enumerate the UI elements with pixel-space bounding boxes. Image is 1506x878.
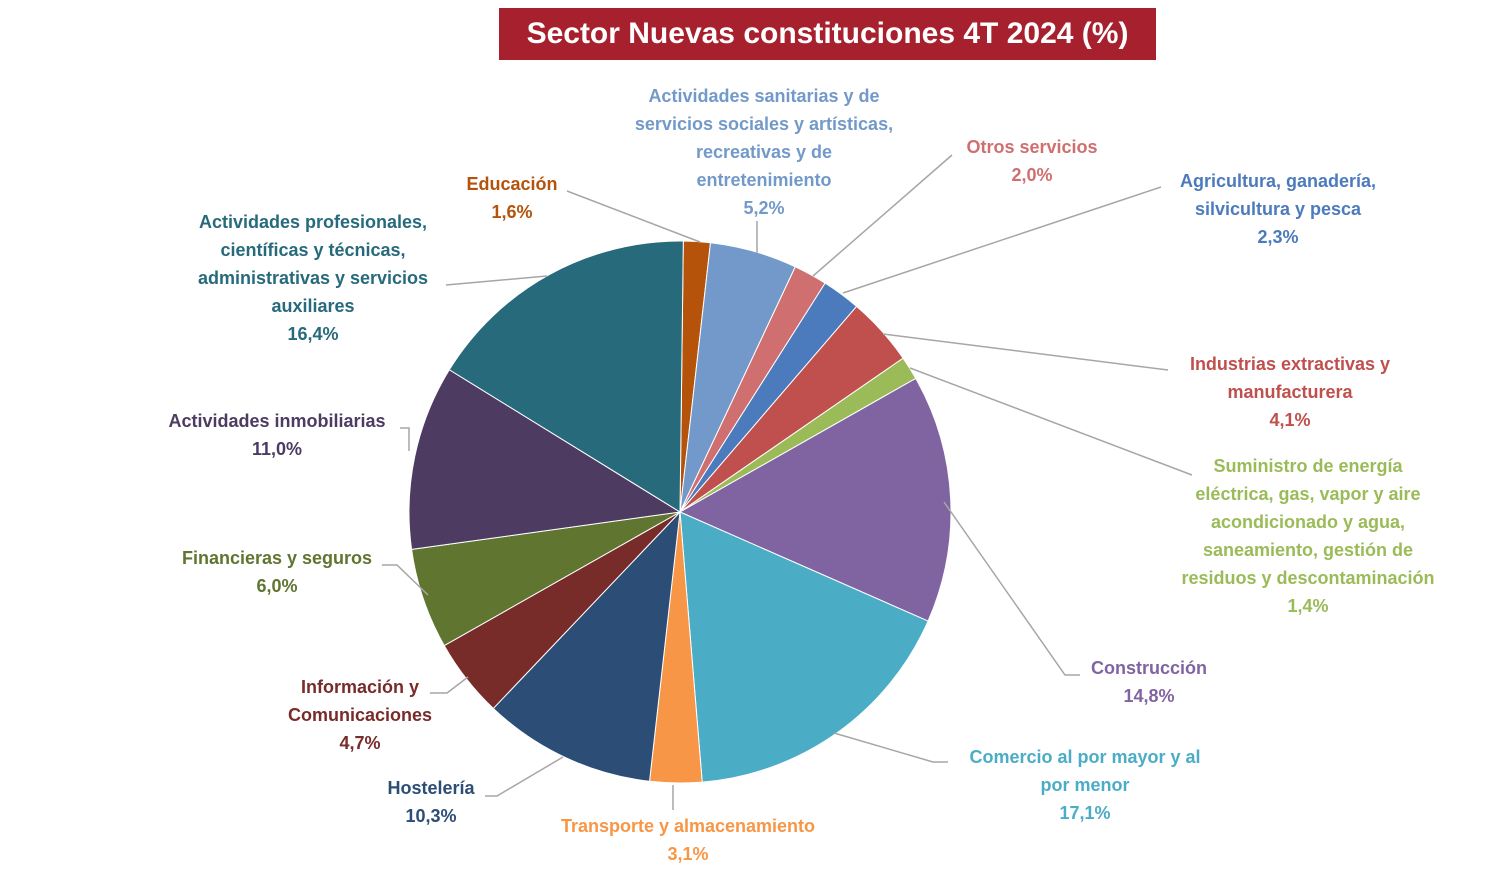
leader-lines-layer bbox=[382, 154, 1193, 810]
slice-value-label: 14,8% bbox=[1123, 686, 1174, 706]
slice-category-label: silvicultura y pesca bbox=[1195, 199, 1362, 219]
slice-category-label: Actividades inmobiliarias bbox=[168, 411, 385, 431]
slice-category-label: Educación bbox=[466, 174, 557, 194]
slice-label-informacion-y-comunicaciones: Información y Comunicaciones 4,7% bbox=[288, 677, 432, 753]
slice-category-label: saneamiento, gestión de bbox=[1203, 540, 1413, 560]
slice-category-label: administrativas y servicios bbox=[198, 268, 428, 288]
slice-label-construccion: Construcción 14,8% bbox=[1091, 658, 1207, 706]
slice-category-label: Industrias extractivas y bbox=[1190, 354, 1390, 374]
slices-layer bbox=[408, 240, 952, 784]
slice-label-industrias-extractivas-y-manufacturera: Industrias extractivas y manufacturera 4,1… bbox=[1190, 354, 1390, 430]
chart-title: Sector Nuevas constituciones 4T 2024 (%) bbox=[526, 17, 1129, 50]
slice-value-label: 2,3% bbox=[1257, 227, 1298, 247]
slice-category-label: Hostelería bbox=[387, 778, 475, 798]
leader-line-agricultura-ganaderia-silvicultura-y-pes bbox=[842, 186, 1162, 294]
slice-category-label: Información y bbox=[301, 677, 419, 697]
slice-category-label: Actividades sanitarias y de bbox=[648, 86, 879, 106]
slice-category-label: Comercio al por mayor y al bbox=[969, 747, 1200, 767]
leader-line-financieras-y-seguros bbox=[382, 564, 429, 596]
leader-line-construccion bbox=[943, 501, 1080, 676]
slice-value-label: 3,1% bbox=[667, 844, 708, 864]
leader-line-hosteleria bbox=[485, 756, 564, 797]
leader-line-comercio-al-por-mayor-y-al-por-menor bbox=[833, 732, 948, 763]
slice-label-financieras-y-seguros: Financieras y seguros 6,0% bbox=[182, 548, 372, 596]
leader-line-educacion bbox=[566, 190, 701, 243]
slice-label-actividades-sanitarias-y-de-servicios-so: Actividades sanitarias y de servicios soc… bbox=[635, 86, 893, 218]
slice-label-transporte-y-almacenamiento: Transporte y almacenamiento 3,1% bbox=[561, 816, 815, 864]
labels-layer: Educación 1,6% Actividades sanitarias y de… bbox=[168, 86, 1434, 864]
leader-line-actividades-profesionales-cientificas-y- bbox=[445, 275, 548, 286]
leader-line-industrias-extractivas-y-manufacturera bbox=[882, 333, 1169, 371]
slice-category-label: residuos y descontaminación bbox=[1181, 568, 1434, 588]
slice-label-otros-servicios: Otros servicios 2,0% bbox=[966, 137, 1097, 185]
pie-slice-actividades-inmobiliarias bbox=[408, 369, 682, 550]
slice-label-comercio-al-por-mayor-y-al-por-menor: Comercio al por mayor y al por menor 17,1% bbox=[969, 747, 1200, 823]
slice-category-label: Otros servicios bbox=[966, 137, 1097, 157]
slice-value-label: 16,4% bbox=[287, 324, 338, 344]
slice-category-label: manufacturera bbox=[1227, 382, 1353, 402]
slice-label-educacion: Educación 1,6% bbox=[466, 174, 557, 222]
slice-value-label: 4,1% bbox=[1269, 410, 1310, 430]
leader-line-actividades-inmobiliarias bbox=[400, 427, 410, 451]
slice-category-label: recreativas y de bbox=[696, 142, 832, 162]
slice-label-suministro-de-energia-electrica-gas-vapo: Suministro de energía eléctrica, gas, vap… bbox=[1181, 456, 1434, 616]
slice-category-label: científicas y técnicas, bbox=[220, 240, 405, 260]
slice-label-agricultura-ganaderia-silvicultura-y-pes: Agricultura, ganadería, silvicultura y pe… bbox=[1180, 171, 1376, 247]
pie-slice-construccion bbox=[678, 377, 952, 622]
slice-value-label: 11,0% bbox=[252, 439, 302, 459]
slice-category-label: Actividades profesionales, bbox=[199, 212, 427, 232]
slice-value-label: 5,2% bbox=[743, 198, 784, 218]
slice-value-label: 4,7% bbox=[339, 733, 380, 753]
slice-category-label: Agricultura, ganadería, bbox=[1180, 171, 1376, 191]
slice-category-label: servicios sociales y artísticas, bbox=[635, 114, 893, 134]
slice-value-label: 1,6% bbox=[491, 202, 532, 222]
slice-category-label: entretenimiento bbox=[696, 170, 831, 190]
slice-value-label: 2,0% bbox=[1011, 165, 1052, 185]
pie-slice-comercio-al-por-mayor-y-al-por-menor bbox=[679, 511, 929, 783]
slice-value-label: 6,0% bbox=[256, 576, 297, 596]
slice-category-label: Comunicaciones bbox=[288, 705, 432, 725]
pie-slice-actividades-profesionales-cientificas-y- bbox=[448, 240, 684, 513]
slice-label-hosteleria: Hostelería 10,3% bbox=[387, 778, 475, 826]
slice-value-label: 1,4% bbox=[1287, 596, 1328, 616]
slice-label-actividades-inmobiliarias: Actividades inmobiliarias 11,0% bbox=[168, 411, 385, 459]
slice-value-label: 17,1% bbox=[1059, 803, 1110, 823]
chart-title-box: Sector Nuevas constituciones 4T 2024 (%) bbox=[499, 8, 1156, 60]
leader-line-informacion-y-comunicaciones bbox=[430, 676, 469, 694]
pie-slice-hosteleria bbox=[492, 510, 681, 782]
leader-line-suministro-de-energia-electrica-gas-vapo bbox=[909, 367, 1193, 476]
slice-label-actividades-profesionales-cientificas-y-: Actividades profesionales, científicas y … bbox=[198, 212, 428, 344]
slice-category-label: Financieras y seguros bbox=[182, 548, 372, 568]
slice-category-label: eléctrica, gas, vapor y aire bbox=[1195, 484, 1420, 504]
slice-value-label: 10,3% bbox=[405, 806, 456, 826]
slice-category-label: Transporte y almacenamiento bbox=[561, 816, 815, 836]
slice-category-label: por menor bbox=[1040, 775, 1129, 795]
slice-category-label: Suministro de energía bbox=[1213, 456, 1403, 476]
slice-category-label: acondicionado y agua, bbox=[1211, 512, 1405, 532]
slice-category-label: Construcción bbox=[1091, 658, 1207, 678]
slice-category-label: auxiliares bbox=[271, 296, 354, 316]
leader-line-otros-servicios bbox=[812, 154, 953, 277]
